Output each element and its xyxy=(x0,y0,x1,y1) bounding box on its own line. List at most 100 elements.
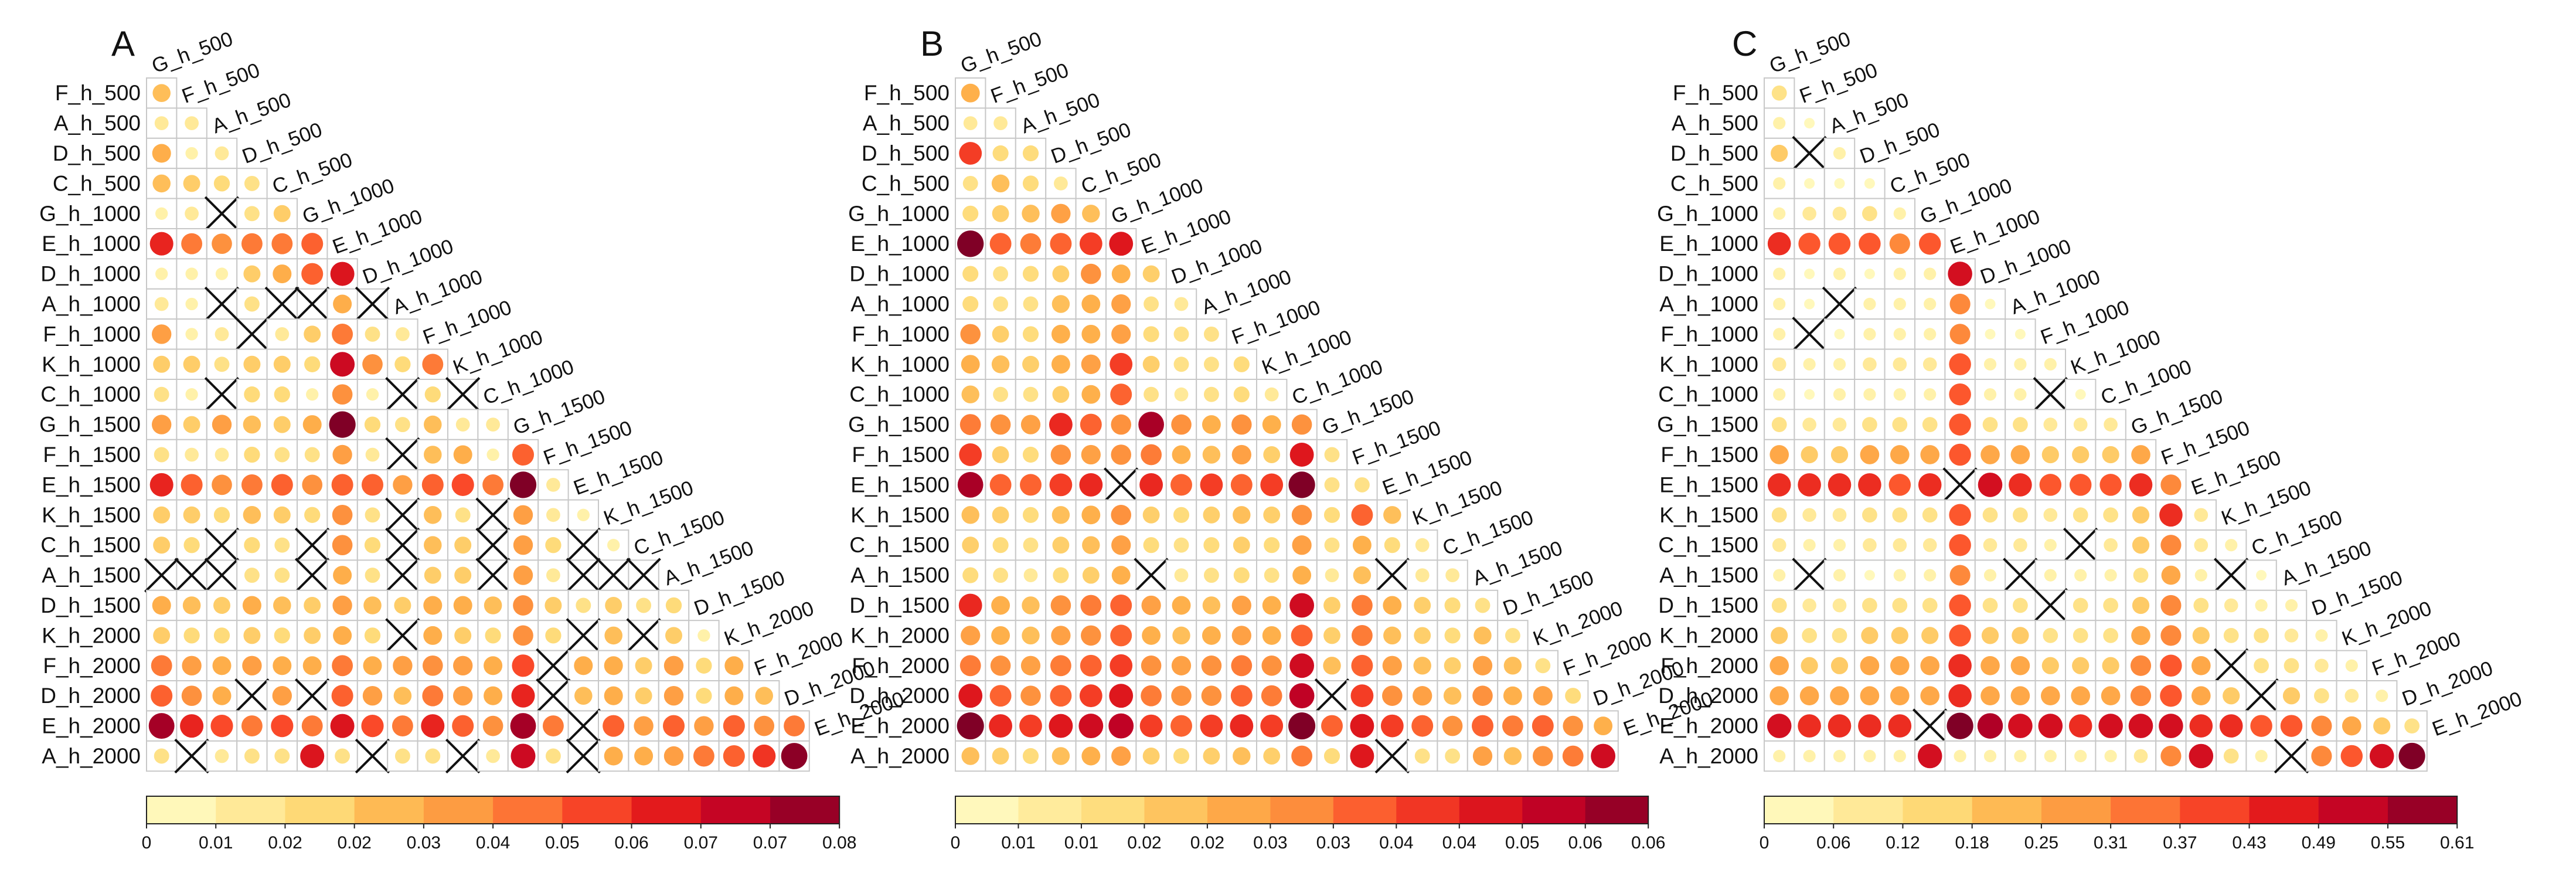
correlation-dot xyxy=(1052,536,1070,554)
matrix-cell xyxy=(2245,620,2277,651)
correlation-dot xyxy=(1023,568,1038,583)
colorbar-segment xyxy=(955,796,1019,824)
correlation-dot xyxy=(2043,628,2058,643)
correlation-dot xyxy=(1111,324,1131,344)
correlation-dot xyxy=(1289,593,1315,618)
correlation-dot xyxy=(274,447,290,463)
colorbar-segment xyxy=(354,796,424,824)
correlation-dot xyxy=(1081,444,1101,465)
correlation-dot xyxy=(363,596,382,614)
correlation-dot xyxy=(1051,626,1071,646)
correlation-dot xyxy=(422,354,444,375)
correlation-dot xyxy=(1231,444,1251,465)
correlation-dot xyxy=(1443,687,1462,705)
correlation-dot xyxy=(960,324,981,345)
correlation-dot xyxy=(1262,626,1281,645)
colorbar-segment xyxy=(2318,796,2388,824)
correlation-dot xyxy=(244,296,260,312)
nonsignificant-cross xyxy=(295,528,330,563)
correlation-dot xyxy=(1830,657,1849,674)
correlation-dot xyxy=(724,656,744,675)
correlation-dot xyxy=(1922,538,1937,552)
matrix-cell xyxy=(146,198,178,230)
correlation-dot xyxy=(961,355,980,374)
correlation-dot xyxy=(1200,473,1223,497)
correlation-dot xyxy=(394,748,410,764)
correlation-dot xyxy=(574,656,593,675)
correlation-dot xyxy=(1144,296,1159,312)
correlation-dot xyxy=(274,748,290,764)
correlation-dot xyxy=(1023,537,1039,553)
colorbar-segment xyxy=(700,796,771,824)
correlation-dot xyxy=(1771,417,1787,432)
correlation-dot xyxy=(1173,748,1190,765)
correlation-dot xyxy=(2192,627,2210,644)
correlation-dot xyxy=(2072,446,2090,464)
colorbar-tick-label: 0.03 xyxy=(1316,833,1350,853)
colorbar-segment xyxy=(423,796,494,824)
colorbar-tick-label: 0.06 xyxy=(1568,833,1602,853)
correlation-dot xyxy=(993,296,1009,312)
correlation-dot xyxy=(2104,417,2118,432)
correlation-dot xyxy=(1858,714,1881,738)
nonsignificant-cross xyxy=(385,497,420,532)
correlation-dot xyxy=(1445,568,1460,583)
row-label: D_h_500 xyxy=(1670,141,1758,165)
colorbar-tick-label: 0.04 xyxy=(476,833,510,853)
colorbar-tick-label: 0.61 xyxy=(2440,833,2474,853)
row-label: D_h_1500 xyxy=(1658,593,1758,617)
matrix-cell xyxy=(1823,650,1856,681)
correlation-dot xyxy=(1772,357,1786,372)
colorbar-segment xyxy=(147,796,216,824)
correlation-dot xyxy=(1202,596,1221,614)
correlation-dot xyxy=(1472,715,1493,737)
correlation-dot xyxy=(482,715,503,736)
correlation-dot xyxy=(331,685,353,707)
correlation-dot xyxy=(330,714,355,738)
correlation-dot xyxy=(271,715,294,738)
correlation-dot xyxy=(1288,712,1316,740)
correlation-dot xyxy=(300,743,325,769)
correlation-dot xyxy=(212,656,232,675)
correlation-dot xyxy=(185,147,198,160)
correlation-dot xyxy=(2010,686,2030,706)
correlation-dot xyxy=(2012,627,2029,644)
nonsignificant-cross xyxy=(475,528,511,563)
correlation-dot xyxy=(1050,233,1072,255)
nonsignificant-cross xyxy=(204,286,240,322)
correlation-dot xyxy=(993,568,1009,583)
correlation-dot xyxy=(2345,659,2358,672)
row-label: K_h_1500 xyxy=(1659,503,1758,527)
correlation-dot xyxy=(395,327,410,341)
correlation-dot xyxy=(332,444,352,465)
nonsignificant-cross xyxy=(204,377,240,412)
correlation-dot xyxy=(332,504,353,525)
correlation-dot xyxy=(2191,656,2211,675)
correlation-dot xyxy=(992,205,1009,222)
correlation-dot xyxy=(455,417,470,432)
correlation-dot xyxy=(154,386,169,402)
row-label: D_h_500 xyxy=(862,141,950,165)
correlation-dot xyxy=(2159,714,2183,738)
correlation-dot xyxy=(1863,357,1877,372)
correlation-dot xyxy=(2132,596,2150,614)
correlation-dot xyxy=(1081,263,1101,284)
correlation-dot xyxy=(1591,743,1616,769)
correlation-dot xyxy=(1051,203,1071,223)
correlation-dot xyxy=(1444,627,1461,644)
correlation-dot xyxy=(2073,597,2088,613)
correlation-dot xyxy=(1082,536,1100,554)
correlation-dot xyxy=(1233,386,1250,403)
correlation-dot xyxy=(2044,569,2057,582)
correlation-dot xyxy=(1833,388,1846,401)
correlation-dot xyxy=(155,207,168,220)
matrix-cell xyxy=(417,740,448,772)
correlation-dot xyxy=(1804,298,1815,310)
correlation-dot xyxy=(2013,417,2028,432)
correlation-dot xyxy=(1828,473,1852,497)
correlation-dot xyxy=(1860,686,1880,706)
correlation-dot xyxy=(1833,749,1846,763)
correlation-dot xyxy=(1200,714,1223,738)
correlation-dot xyxy=(1803,539,1816,552)
correlation-dot xyxy=(148,713,175,739)
